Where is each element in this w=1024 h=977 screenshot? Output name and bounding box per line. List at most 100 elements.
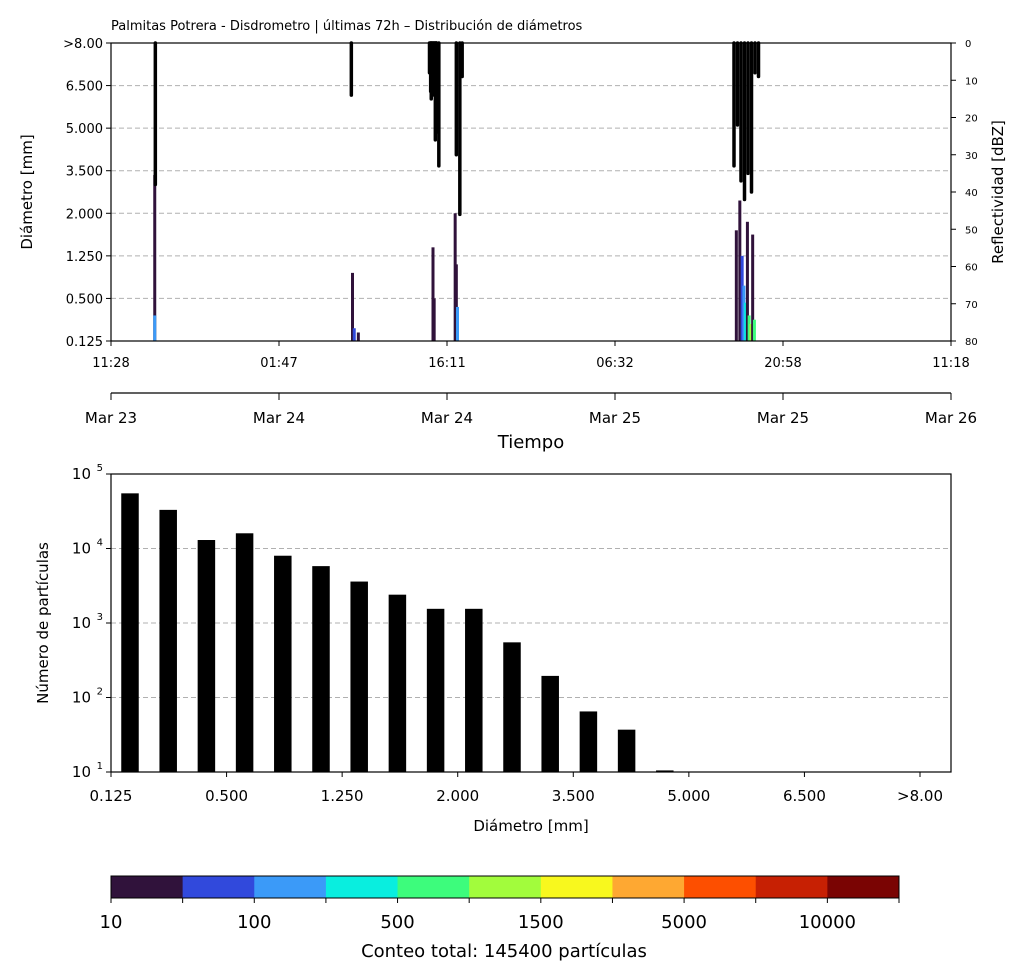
histogram-bar: [656, 770, 674, 772]
timeline-y-tick-label: 0.125: [66, 335, 103, 350]
colorbar-cell: [397, 876, 470, 898]
histogram-bar: [503, 642, 521, 772]
timeline-x-tick-label: 11:28: [92, 356, 129, 371]
date-tick-label: Mar 24: [421, 409, 473, 427]
timeline-y-tick-label: 0.500: [66, 292, 103, 307]
histogram-ylabel: Número de partículas: [34, 542, 52, 704]
timeline-drop-column: [742, 285, 746, 341]
colorbar-tick-label: 1500: [518, 912, 564, 933]
colorbar-cells: [111, 876, 900, 898]
timeline-y2-tick-label: 20: [965, 114, 978, 125]
histogram-y-tick-exponent: 2: [97, 687, 103, 698]
colorbar-cell: [540, 876, 613, 898]
timeline-drop-column: [431, 247, 435, 341]
date-axis: Mar 23 Mar 24 Mar 24 Mar 25 Mar 25 Mar 26 Tie…: [85, 392, 977, 453]
histogram-bar: [350, 581, 368, 772]
timeline-drop-column: [351, 272, 354, 341]
timeline-y2label: Reflectividad [dBZ]: [989, 120, 1007, 264]
date-tick-label: Mar 24: [253, 409, 305, 427]
timeline-x-tick-label: 20:58: [764, 356, 801, 371]
histogram-x-axis: 0.125 0.500 1.250 2.000 3.500 5.000 6.500 >8.00: [90, 772, 943, 805]
timeline-y2-tick-label: 50: [965, 225, 978, 236]
date-tick-label: Mar 23: [85, 409, 137, 427]
timeline-gridlines: [111, 85, 951, 299]
timeline-drop-column: [749, 323, 753, 341]
timeline-drop-column: [751, 234, 755, 341]
timeline-drop-column: [747, 315, 751, 341]
histogram-y-tick-label: 10: [72, 763, 91, 781]
timeline-drop-column: [153, 315, 157, 341]
timeline-y2-tick-label: 80: [965, 337, 978, 348]
date-tick-label: Mar 26: [925, 409, 977, 427]
histogram-x-tick-label: 1.250: [321, 787, 364, 805]
histogram-bar: [388, 594, 407, 772]
timeline-drop-column: [456, 306, 459, 341]
timeline-y-tick-label: 3.500: [66, 165, 103, 180]
timeline-time-axis: 11:28 01:47 16:11 06:32 20:58 11:18: [92, 341, 970, 371]
colorbar-cell: [684, 876, 757, 898]
histogram-y-tick-exponent: 5: [97, 463, 103, 474]
date-axis-ticks: Mar 23 Mar 24 Mar 24 Mar 25 Mar 25 Mar 26: [85, 393, 977, 427]
histogram-bar: [617, 729, 636, 772]
histogram-x-tick-label: 3.500: [552, 787, 595, 805]
histogram-x-tick-label: 6.500: [783, 787, 826, 805]
timeline-y2-tick-label: 70: [965, 300, 978, 311]
histogram-x-tick-label: >8.00: [897, 787, 943, 805]
date-tick-label: Mar 25: [589, 409, 641, 427]
timeline-drop-column: [740, 255, 744, 341]
colorbar-caption: Conteo total: 145400 partículas: [361, 941, 647, 962]
date-axis-label: Tiempo: [497, 432, 565, 453]
timeline-drop-columns: [153, 174, 756, 341]
colorbar-cell: [469, 876, 542, 898]
timeline-panel: Palmitas Potrera - Disdrometro | últimas…: [18, 19, 1007, 371]
histogram-bar: [159, 509, 177, 772]
colorbar-ticks: 10 100 500 1500 5000 10000: [100, 898, 900, 933]
timeline-y2-tick-label: 60: [965, 263, 978, 274]
timeline-y2-tick-label: 40: [965, 188, 978, 199]
histogram-x-tick-label: 0.500: [205, 787, 248, 805]
timeline-x-tick-label: 06:32: [596, 356, 633, 371]
histogram-y-axis: 10 1 10 2 10 3 10 4 10 5: [72, 463, 111, 781]
histogram-panel: 10 1 10 2 10 3 10 4 10 5 0.125 0.500 1.250 2.000 3.50…: [34, 463, 952, 835]
colorbar-cell: [111, 876, 184, 898]
histogram-bar: [274, 555, 292, 772]
date-tick-label: Mar 25: [757, 409, 809, 427]
colorbar-cell: [254, 876, 327, 898]
histogram-y-tick-label: 10: [72, 614, 91, 632]
timeline-y-tick-label: >8.00: [63, 37, 103, 52]
timeline-drop-column: [738, 200, 742, 341]
histogram-y-tick-label: 10: [72, 689, 91, 707]
timeline-y-tick-label: 2.000: [66, 207, 103, 222]
timeline-y2-tick-label: 30: [965, 151, 978, 162]
timeline-drop-column: [744, 302, 748, 341]
timeline-y-tick-label: 6.500: [66, 80, 103, 95]
colorbar-tick-label: 500: [380, 912, 414, 933]
timeline-x-tick-label: 01:47: [260, 356, 297, 371]
histogram-bar: [426, 608, 445, 772]
colorbar-tick-label: 10: [100, 912, 123, 933]
histogram-y-tick-label: 10: [72, 540, 91, 558]
histogram-x-tick-label: 0.125: [90, 787, 133, 805]
colorbar-tick-label: 10000: [799, 912, 856, 933]
histogram-bar: [541, 675, 559, 772]
colorbar-cell: [612, 876, 685, 898]
histogram-bar: [579, 711, 598, 772]
histogram-bar: [197, 540, 216, 772]
timeline-y-axis: 0.125 0.500 1.250 2.000 3.500 5.000 6.500 >8.00: [63, 37, 111, 350]
histogram-y-tick-exponent: 1: [97, 761, 103, 772]
timeline-drop-column: [352, 328, 356, 341]
timeline-x-tick-label: 11:18: [932, 356, 969, 371]
timeline-y2-axis: 0 10 20 30 40 50 60 70 80: [951, 39, 978, 348]
histogram-y-tick-exponent: 4: [97, 538, 103, 549]
colorbar-cell: [755, 876, 828, 898]
histogram-bar: [121, 493, 139, 772]
timeline-drop-column: [745, 221, 749, 341]
timeline-drop-column: [432, 298, 436, 341]
colorbar-cell: [325, 876, 399, 898]
histogram-bar: [312, 566, 330, 772]
timeline-y2-tick-label: 10: [965, 76, 978, 87]
timeline-reflectivity-trace: [153, 41, 761, 217]
histogram-x-tick-label: 2.000: [436, 787, 479, 805]
colorbar-tick-label: 5000: [661, 912, 707, 933]
